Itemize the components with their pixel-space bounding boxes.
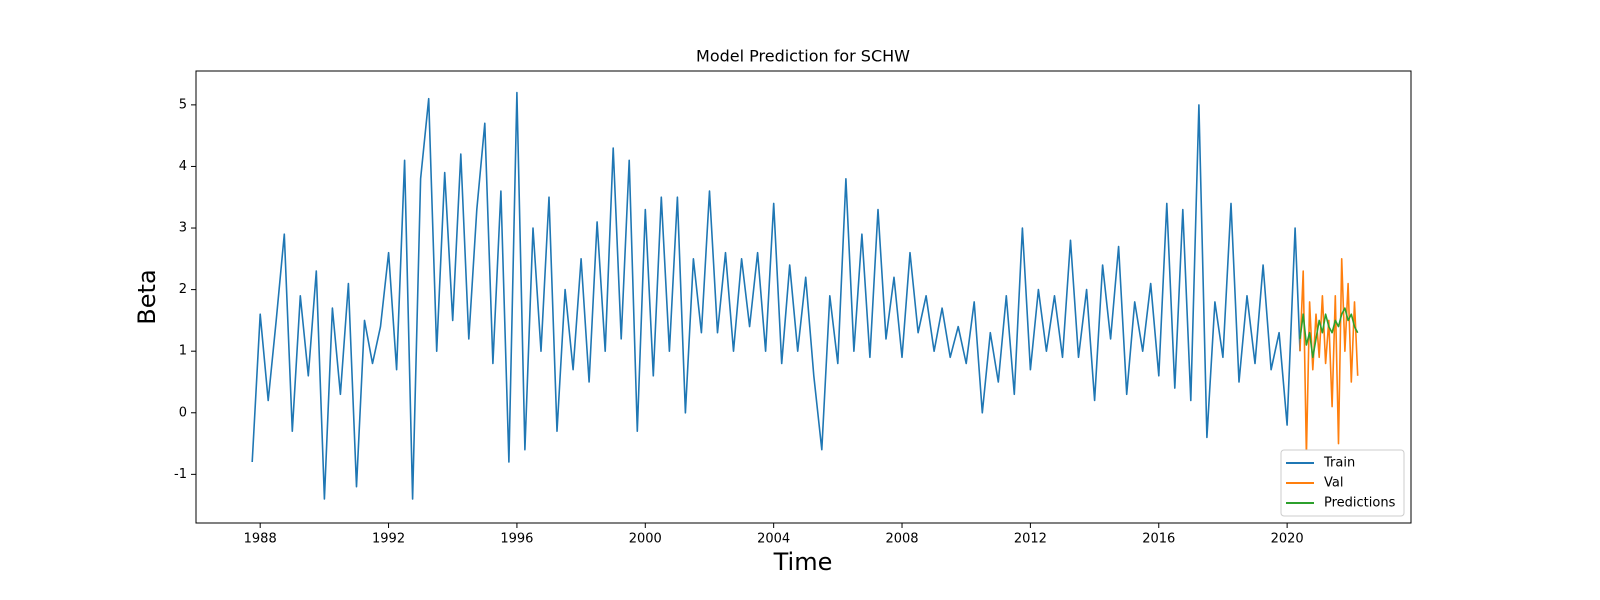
- y-tick-label: 1: [179, 344, 187, 359]
- legend-box: [1280, 449, 1405, 517]
- legend-label: Val: [1324, 476, 1343, 491]
- chart-title: Model Prediction for SCHW: [696, 47, 910, 66]
- plot-frame: [195, 70, 1412, 524]
- y-tick-label: 3: [179, 221, 187, 236]
- x-tick-label: 1988: [244, 532, 277, 547]
- x-tick-label: 2016: [1142, 532, 1175, 547]
- y-tick-label: 2: [179, 282, 187, 297]
- x-tick-label: 1996: [500, 532, 533, 547]
- x-tick-label: 1992: [372, 532, 405, 547]
- x-tick-label: 2020: [1271, 532, 1304, 547]
- legend-label: Train: [1323, 456, 1355, 471]
- x-tick-label: 2008: [885, 532, 918, 547]
- series-line: [1299, 307, 1359, 359]
- x-tick-label: 2000: [629, 532, 662, 547]
- y-axis-label: Beta: [133, 269, 161, 324]
- x-tick-label: 2004: [757, 532, 790, 547]
- x-tick-label: 2012: [1014, 532, 1047, 547]
- y-tick-label: 5: [179, 97, 187, 112]
- series-line: [251, 91, 1301, 500]
- series-line: [1299, 258, 1359, 457]
- legend-label: Predictions: [1324, 496, 1396, 511]
- y-tick-label: 0: [179, 405, 187, 420]
- x-axis-label: Time: [773, 548, 833, 576]
- y-tick-label: -1: [174, 467, 187, 482]
- y-tick-label: 4: [179, 159, 187, 174]
